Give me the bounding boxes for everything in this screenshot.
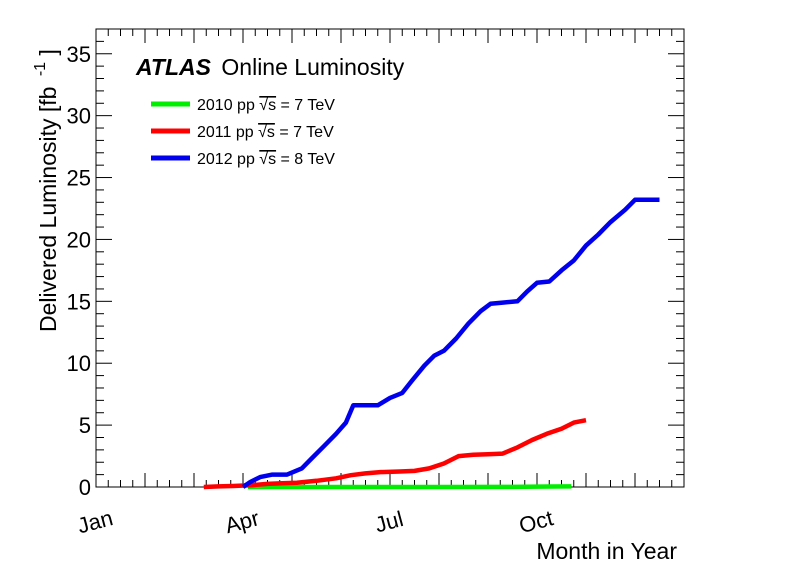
y-tick-labels: 0 5 10 15 20 25 30 35 xyxy=(67,42,91,500)
y-tick-label: 10 xyxy=(67,351,91,376)
legend-label-1: 2011 pp √s = 7 TeV xyxy=(197,124,334,141)
legend-label-2: 2012 pp √s = 8 TeV xyxy=(197,151,335,168)
y-tick-label: 35 xyxy=(67,42,91,67)
series-line-1 xyxy=(203,417,587,490)
y-tick-label: 15 xyxy=(67,289,91,314)
legend-label-prefix: 2010 pp xyxy=(197,97,259,114)
x-axis-title: Month in Year xyxy=(536,538,677,564)
series-line-2 xyxy=(241,197,660,489)
y-axis-title-main: Delivered Luminosity [fb xyxy=(35,87,61,332)
y-tick-label: 25 xyxy=(67,166,91,191)
y-axis-title: Delivered Luminosity [fb -1 ] xyxy=(24,49,61,332)
legend-label-root: √s xyxy=(259,151,276,168)
y-tick-label: 0 xyxy=(79,475,91,500)
legend-label-prefix: 2012 pp xyxy=(197,151,259,168)
y-tick-label: 5 xyxy=(79,413,91,438)
x-tick-labels: Jan Apr Jul Oct xyxy=(75,505,556,538)
legend-label-suffix: = 7 TeV xyxy=(275,124,334,141)
legend-label-root: √s xyxy=(259,97,276,114)
series-line-0 xyxy=(247,484,572,490)
series-lines xyxy=(203,197,660,490)
x-tick-label: Jul xyxy=(372,506,406,537)
chart-title-atlas: ATLAS xyxy=(135,54,212,80)
chart-title: ATLAS Online Luminosity xyxy=(135,54,405,80)
x-tick-label: Oct xyxy=(516,505,556,538)
x-tick-label: Jan xyxy=(75,505,116,538)
chart-title-rest: Online Luminosity xyxy=(221,54,404,80)
legend-label-prefix: 2011 pp xyxy=(197,124,258,141)
legend-label-suffix: = 8 TeV xyxy=(276,151,335,168)
legend-label-root: √s xyxy=(258,124,275,141)
legend-label-0: 2010 pp √s = 7 TeV xyxy=(197,97,335,114)
y-tick-label: 30 xyxy=(67,104,91,129)
y-axis-title-sup: -1 xyxy=(32,62,49,76)
x-tick-label: Apr xyxy=(222,505,262,538)
y-tick-label: 20 xyxy=(67,227,91,252)
y-axis-title-close: ] xyxy=(35,49,61,55)
axis-ticks xyxy=(95,28,685,488)
legend-label-suffix: = 7 TeV xyxy=(276,97,335,114)
plot-frame xyxy=(95,28,685,488)
